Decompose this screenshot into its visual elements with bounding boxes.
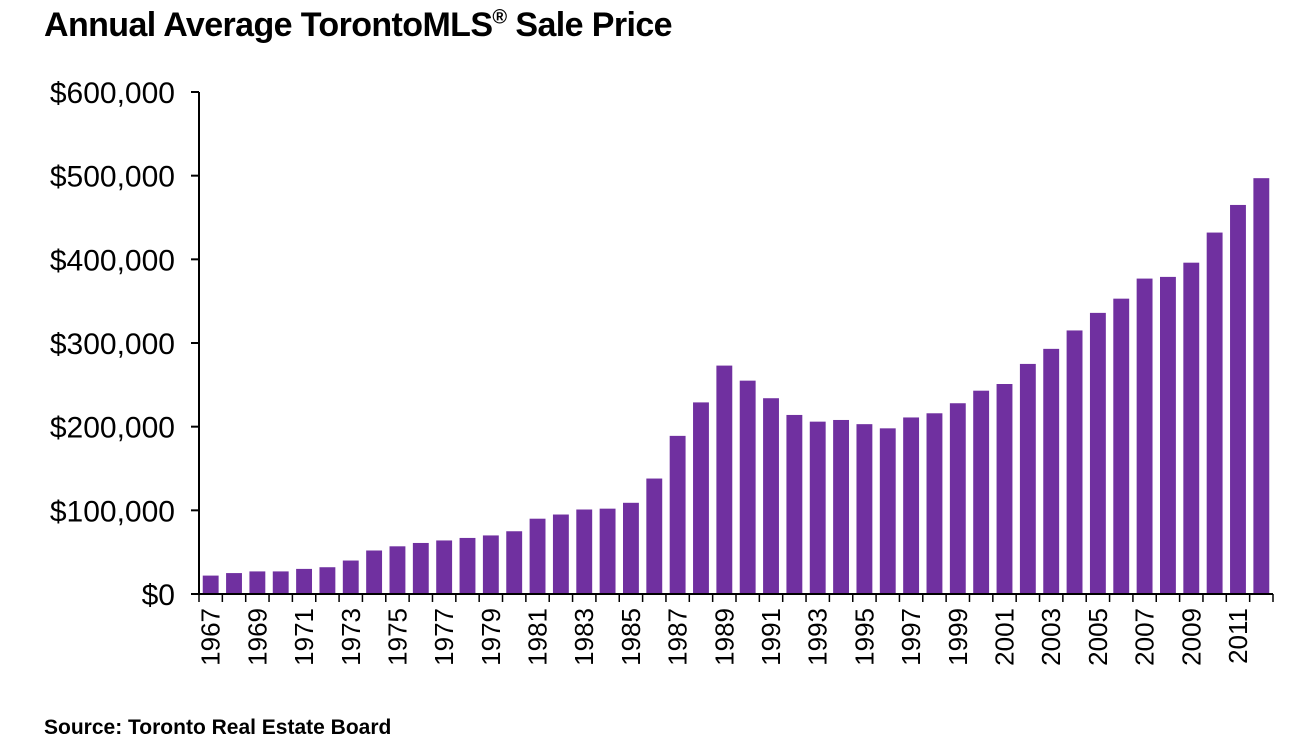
- y-tick-label: $200,000: [50, 412, 175, 445]
- bar-1982: [552, 514, 569, 594]
- bar-1990: [739, 380, 756, 594]
- bar-1994: [833, 419, 850, 594]
- x-tick-label-1991: 1991: [756, 608, 786, 666]
- y-tick-label: $100,000: [50, 495, 175, 528]
- bar-1970: [272, 571, 289, 594]
- y-tick-label: $0: [142, 579, 175, 612]
- bar-1968: [226, 573, 242, 594]
- bar-1991: [763, 398, 779, 594]
- y-tick-label: $600,000: [50, 77, 175, 110]
- bar-2002: [1019, 363, 1036, 594]
- x-tick-label-1969: 1969: [242, 608, 272, 666]
- bar-1967: [202, 575, 219, 594]
- bar-1985: [623, 502, 639, 594]
- x-tick-label-1985: 1985: [616, 608, 646, 666]
- bar-1975: [389, 546, 406, 594]
- chart-title-text: Annual Average TorontoMLS: [44, 6, 493, 44]
- x-tick-label-1995: 1995: [849, 608, 879, 666]
- bar-2001: [996, 384, 1013, 594]
- bar-2004: [1066, 330, 1083, 594]
- bar-2003: [1043, 348, 1060, 594]
- y-tick-label: $300,000: [50, 328, 175, 361]
- bar-1974: [366, 550, 383, 594]
- bar-1995: [856, 424, 873, 594]
- x-tick-label-1975: 1975: [382, 608, 412, 666]
- x-tick-label-2001: 2001: [990, 608, 1020, 666]
- bar-1978: [459, 537, 476, 594]
- bar-2010: [1206, 232, 1223, 594]
- chart-title: Annual Average TorontoMLS® Sale Price: [44, 6, 673, 45]
- bar-1973: [342, 560, 359, 594]
- x-tick-label-1993: 1993: [803, 608, 833, 666]
- bar-1976: [412, 542, 429, 594]
- bar-1987: [669, 435, 686, 594]
- y-axis-ticks: $0 $100,000 $200,000 $300,000 $400,000 $500,0…: [50, 77, 199, 612]
- bar-2008: [1160, 276, 1176, 594]
- bar-2012: [1253, 178, 1270, 594]
- x-tick-label-1989: 1989: [709, 608, 739, 666]
- y-tick-label: $500,000: [50, 161, 175, 194]
- source-note: Source: Toronto Real Estate Board: [44, 716, 392, 739]
- bar-1984: [599, 508, 616, 594]
- x-tick-label-1997: 1997: [896, 608, 926, 666]
- bar-1992: [786, 414, 803, 594]
- chart-title-suffix: Sale Price: [515, 6, 672, 44]
- bar-2005: [1089, 312, 1106, 594]
- bar-1981: [529, 518, 546, 594]
- x-tick-label-2011: 2011: [1223, 608, 1253, 664]
- bar-2009: [1183, 262, 1200, 594]
- x-tick-label-1973: 1973: [336, 608, 366, 666]
- x-axis-ticks: 1967 1969 1971 1973 1975 1977 1979 1981 1983 1985…: [196, 594, 1274, 666]
- bar-1980: [506, 531, 523, 594]
- bar-1989: [716, 365, 733, 594]
- bar-2011: [1230, 204, 1246, 594]
- x-tick-label-1971: 1971: [289, 608, 319, 666]
- bar-1993: [809, 421, 826, 594]
- bar-1977: [436, 540, 453, 594]
- x-tick-label-2007: 2007: [1130, 608, 1160, 666]
- bar-1996: [879, 428, 896, 594]
- bar-1971: [296, 568, 313, 594]
- axes: [198, 92, 1273, 595]
- bar-1983: [576, 509, 593, 594]
- bar-1988: [693, 402, 709, 594]
- bar-2007: [1136, 278, 1153, 594]
- bar-1997: [903, 417, 920, 594]
- bar-1998: [926, 413, 943, 594]
- registered-mark: ®: [492, 6, 507, 29]
- x-tick-label-1981: 1981: [523, 608, 553, 666]
- bar-1979: [482, 535, 499, 594]
- y-tick-label: $400,000: [50, 244, 175, 277]
- bar-1999: [949, 403, 966, 594]
- bar-1986: [646, 478, 663, 594]
- x-tick-label-2009: 2009: [1176, 608, 1206, 666]
- x-tick-label-1983: 1983: [569, 608, 599, 666]
- x-tick-label-1987: 1987: [663, 608, 693, 666]
- x-tick-label-1999: 1999: [943, 608, 973, 666]
- bars: [202, 178, 1270, 594]
- bar-2000: [973, 390, 990, 594]
- x-tick-label-1967: 1967: [196, 608, 226, 666]
- x-tick-label-1977: 1977: [429, 608, 459, 666]
- x-tick-label-2003: 2003: [1036, 608, 1066, 666]
- x-tick-label-1979: 1979: [476, 608, 506, 666]
- bar-2006: [1113, 298, 1130, 594]
- bar-1969: [249, 571, 266, 594]
- x-tick-label-2005: 2005: [1083, 608, 1113, 666]
- bar-1972: [319, 567, 336, 594]
